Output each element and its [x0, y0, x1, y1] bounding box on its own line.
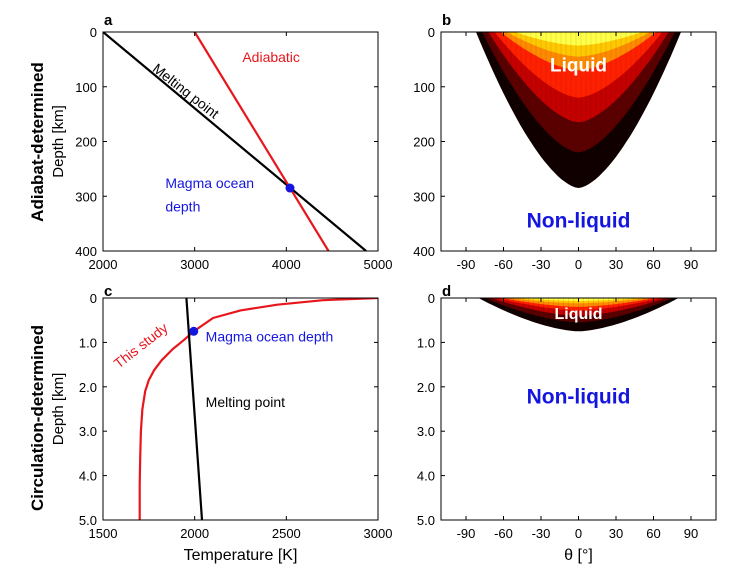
- b-xtick-label: -60: [494, 257, 513, 272]
- b-ytick-label: 100: [413, 80, 435, 95]
- c-ytick-label: 5.0: [79, 513, 97, 528]
- row-label-circulation: Circulation-determined: [28, 325, 47, 511]
- c-ytick-label: 4.0: [79, 469, 97, 484]
- c-ytick-label: 1.0: [79, 335, 97, 350]
- a-annotation-melting-point: Melting point: [150, 60, 222, 122]
- a-series-adiabatic: [193, 32, 330, 251]
- a-ytick-label: 0: [90, 25, 97, 40]
- row-label-adiabat: Adiabat-determined: [28, 62, 47, 222]
- a-point-magma-ocean-depth: [285, 183, 295, 193]
- c-xlabel: Temperature [K]: [184, 547, 298, 564]
- b-label-non-liquid: Non-liquid: [527, 209, 631, 232]
- b-xtick-label: 0: [575, 257, 582, 272]
- d-mesh: [483, 298, 674, 332]
- c-series-melting-point: [185, 298, 204, 520]
- c-annotation-melting-point: Melting point: [206, 394, 285, 410]
- d-ytick-label: 0: [428, 291, 435, 306]
- c-point-magma-ocean-depth: [189, 326, 199, 336]
- d-xtick-label: 30: [609, 526, 623, 541]
- d-ytick-label: 4.0: [417, 469, 435, 484]
- d-xtick-label: -60: [494, 526, 513, 541]
- c-xtick-label: 1500: [89, 526, 118, 541]
- c-annotation-magma: Magma ocean depth: [206, 329, 334, 345]
- b-mesh: [480, 32, 677, 188]
- b-xtick-label: -90: [457, 257, 476, 272]
- a-xtick-label: 2000: [89, 257, 118, 272]
- b-xtick-label: -30: [532, 257, 551, 272]
- panel-letter-d: d: [442, 283, 451, 300]
- b-frame: [440, 31, 717, 252]
- c-annotation-this-study: This study: [111, 320, 171, 372]
- b-ytick-label: 300: [413, 189, 435, 204]
- c-xtick-label: 2000: [180, 526, 209, 541]
- panel-d: Liquid Non-liquid -90 -60 -30 0 30 60 90 0 1.0 2.0 3…: [417, 291, 717, 564]
- b-ytick-label: 400: [413, 244, 435, 259]
- panel-letter-b: b: [442, 12, 451, 29]
- a-annotation-magma-line2: depth: [165, 199, 200, 215]
- panel-a: 2000 3000 4000 5000 0 100 200 300 400 Depth [km] M…: [50, 25, 392, 272]
- a-series-melting-point: [103, 32, 367, 251]
- panel-b: Liquid Non-liquid -90 -60 -30 0 30 60 90 0 100 200 3…: [413, 25, 717, 272]
- b-contour-core: [515, 32, 642, 46]
- a-annotation-adiabatic: Adiabatic: [242, 49, 300, 65]
- d-label-liquid: Liquid: [555, 306, 603, 323]
- a-ytick-label: 300: [75, 189, 97, 204]
- d-xtick-label: 0: [575, 526, 582, 541]
- a-xtick-label: 4000: [272, 257, 301, 272]
- d-ytick-label: 3.0: [417, 424, 435, 439]
- b-ytick-label: 200: [413, 135, 435, 150]
- a-ytick-label: 400: [75, 244, 97, 259]
- a-annotation-magma-line1: Magma ocean: [165, 175, 254, 191]
- c-series-this-study: [138, 298, 378, 520]
- panel-letter-a: a: [104, 12, 113, 29]
- d-ytick-label: 1.0: [417, 335, 435, 350]
- panel-c: 1500 2000 2500 3000 0 1.0 2.0 3.0 4.0 5.0 Depth [k…: [50, 291, 392, 564]
- b-xtick-label: 90: [684, 257, 698, 272]
- b-ytick-label: 0: [428, 25, 435, 40]
- d-xtick-label: 90: [684, 526, 698, 541]
- d-ytick-label: 2.0: [417, 380, 435, 395]
- a-frame: [102, 31, 379, 252]
- c-ytick-label: 2.0: [79, 380, 97, 395]
- a-xtick-label: 5000: [364, 257, 393, 272]
- a-xtick-label: 3000: [180, 257, 209, 272]
- d-xtick-label: -30: [532, 526, 551, 541]
- c-ytick-label: 0: [90, 291, 97, 306]
- a-ytick-label: 200: [75, 135, 97, 150]
- d-frame: [440, 297, 717, 521]
- b-xtick-label: 60: [646, 257, 660, 272]
- b-label-liquid: Liquid: [550, 55, 607, 76]
- a-ytick-label: 100: [75, 80, 97, 95]
- a-ylabel: Depth [km]: [50, 105, 67, 178]
- c-ytick-label: 3.0: [79, 424, 97, 439]
- c-frame: [102, 297, 379, 521]
- d-xtick-label: -90: [457, 526, 476, 541]
- c-xtick-label: 3000: [364, 526, 393, 541]
- panel-letter-c: c: [104, 283, 112, 300]
- c-xtick-label: 2500: [272, 526, 301, 541]
- d-xlabel: θ [°]: [564, 547, 593, 564]
- b-xtick-label: 30: [609, 257, 623, 272]
- d-xtick-label: 60: [646, 526, 660, 541]
- d-ytick-label: 5.0: [417, 513, 435, 528]
- d-label-non-liquid: Non-liquid: [527, 386, 631, 409]
- c-ylabel: Depth [km]: [50, 373, 67, 446]
